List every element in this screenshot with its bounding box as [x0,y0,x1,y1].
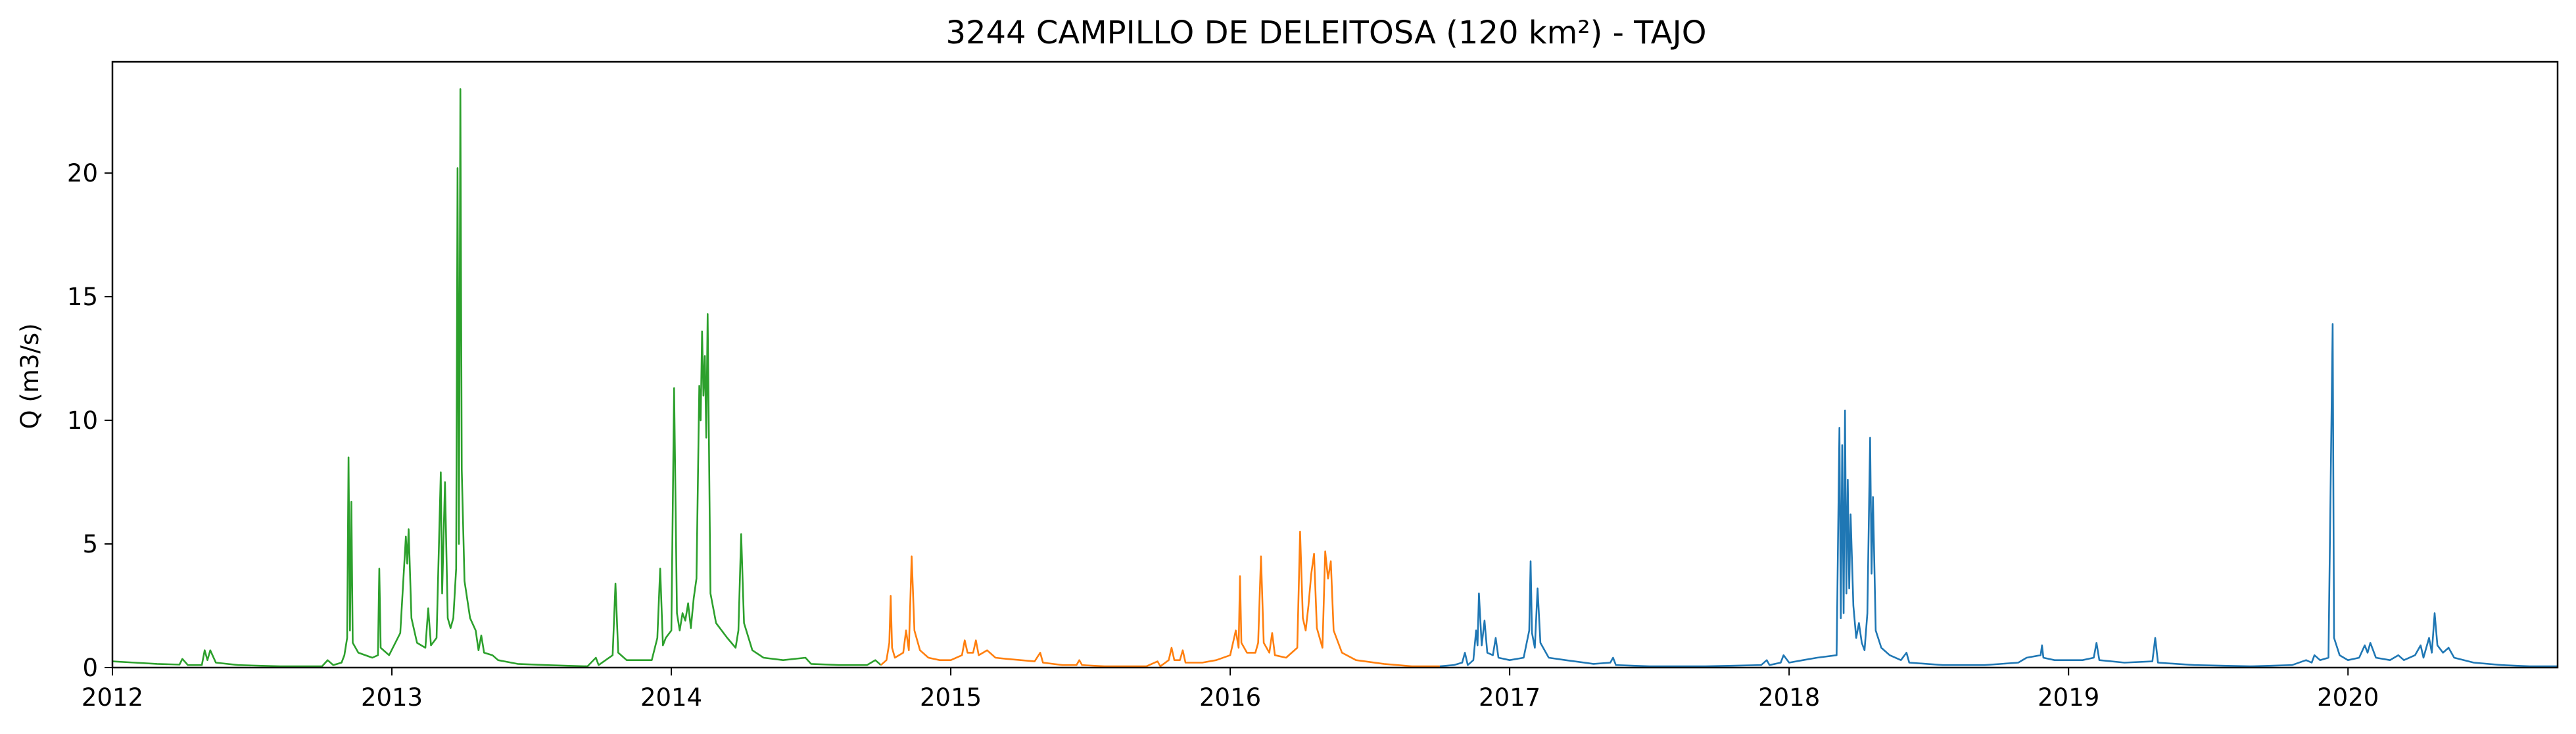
plot-frame [111,61,2559,669]
y-tick-label: 20 [67,159,98,187]
chart-title: 3244 CAMPILLO DE DELEITOSA (120 km²) - T… [945,14,1706,51]
x-tick-label: 2014 [640,683,702,712]
x-tick-label: 2019 [2038,683,2099,712]
x-tick-label: 2013 [361,683,423,712]
y-tick-label: 5 [82,530,98,558]
y-axis-label: Q (m3/s) [16,323,44,429]
x-tick-label: 2020 [2317,683,2379,712]
y-axis-ticks: 0 5 10 15 20 [67,159,112,682]
y-tick-label: 10 [67,406,98,435]
plot-area [112,88,2558,668]
x-tick-label: 2015 [920,683,982,712]
x-axis-ticks: 2012 2013 2014 2015 2016 2017 2018 2019 2020 [82,668,2379,712]
y-tick-label: 0 [82,654,98,682]
x-tick-label: 2017 [1479,683,1540,712]
series-line-3 [1439,323,2558,668]
x-tick-label: 2016 [1199,683,1261,712]
y-tick-label: 15 [67,283,98,311]
x-tick-label: 2012 [82,683,143,712]
series-line-1 [112,88,882,668]
x-tick-label: 2018 [1758,683,1820,712]
series-line-2 [880,530,1440,668]
